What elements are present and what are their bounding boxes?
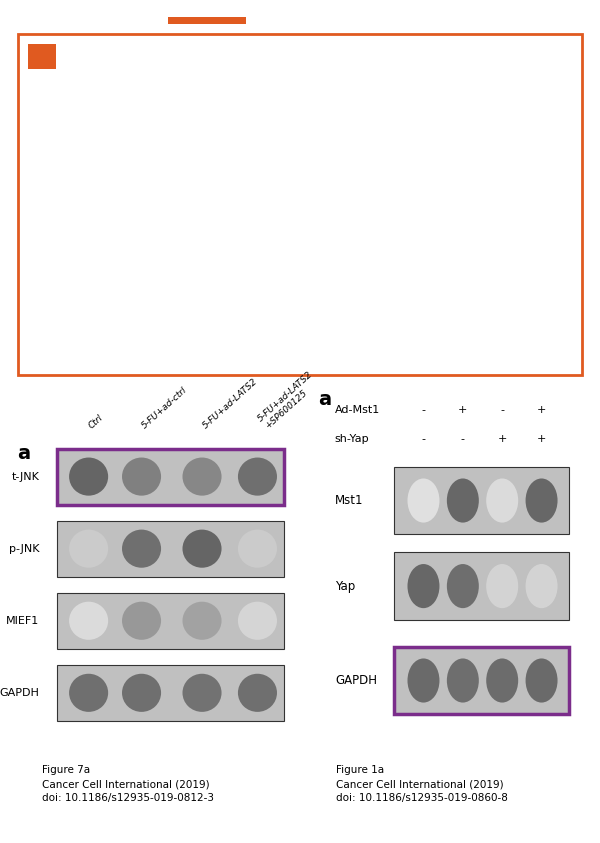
Bar	[57, 665, 284, 721]
Text: sh-Yap: sh-Yap	[335, 434, 370, 444]
Ellipse shape	[526, 479, 557, 523]
Bar	[394, 552, 569, 620]
Ellipse shape	[122, 674, 161, 711]
Ellipse shape	[182, 674, 221, 711]
Bar	[394, 467, 569, 534]
Text: Mst1: Mst1	[335, 494, 364, 507]
Ellipse shape	[182, 458, 221, 496]
Ellipse shape	[238, 602, 277, 640]
Text: 论 文 Cancer Cell International（2019），: 论 文 Cancer Cell International（2019），	[43, 170, 443, 191]
Text: doi：10.1186/s12935-019-0812-3 中 的 图: doi：10.1186/s12935-019-0812-3 中 的 图	[43, 214, 456, 234]
Text: +: +	[497, 434, 507, 444]
Ellipse shape	[122, 602, 161, 640]
Text: Yap: Yap	[335, 580, 355, 593]
Text: 像包括至少一个也出现在同一期刊的另一篇: 像包括至少一个也出现在同一期刊的另一篇	[43, 126, 288, 147]
Bar	[168, 17, 246, 24]
Text: 5-FU+ad-ctrl: 5-FU+ad-ctrl	[140, 386, 189, 431]
Ellipse shape	[486, 658, 518, 702]
Ellipse shape	[122, 458, 161, 496]
Text: +: +	[458, 405, 467, 415]
Ellipse shape	[407, 479, 439, 523]
Text: Ctrl: Ctrl	[88, 414, 105, 431]
Ellipse shape	[69, 602, 108, 640]
Ellipse shape	[526, 564, 557, 608]
Bar	[57, 593, 284, 649]
Ellipse shape	[238, 458, 277, 496]
Bar	[57, 448, 284, 505]
Text: t-JNK: t-JNK	[11, 471, 40, 481]
Text: -: -	[461, 434, 465, 444]
Text: +: +	[537, 405, 546, 415]
Ellipse shape	[447, 564, 479, 608]
Text: 与了这两篇论文。（见紫色方框标记）: 与了这两篇论文。（见紫色方框标记）	[43, 346, 262, 366]
Text: Ad-Mst1: Ad-Mst1	[335, 405, 380, 415]
Bar	[28, 44, 56, 69]
Text: -: -	[421, 434, 425, 444]
Ellipse shape	[526, 658, 557, 702]
Ellipse shape	[182, 602, 221, 640]
Bar	[57, 521, 284, 577]
Text: Figure 1a
Cancer Cell International (2019)
doi: 10.1186/s12935-019-0860-8: Figure 1a Cancer Cell International (201…	[336, 765, 508, 803]
Ellipse shape	[447, 658, 479, 702]
Text: 质疑一： 2022年8月， 读者举证这篇论文图: 质疑一： 2022年8月， 读者举证这篇论文图	[43, 83, 332, 103]
Text: +: +	[537, 434, 546, 444]
Text: 5-FU+ad-LATS2
+SP600125: 5-FU+ad-LATS2 +SP600125	[256, 369, 322, 431]
Text: p-JNK: p-JNK	[9, 544, 40, 554]
Bar	[394, 647, 569, 714]
Text: Figure 7a
Cancer Cell International (2019)
doi: 10.1186/s12935-019-0812-3: Figure 7a Cancer Cell International (201…	[42, 765, 214, 803]
Text: 看到任何重叠的作者。这表明第三方可能参: 看到任何重叠的作者。这表明第三方可能参	[43, 302, 288, 322]
Text: -: -	[421, 405, 425, 415]
Bar	[394, 647, 569, 714]
Ellipse shape	[486, 479, 518, 523]
Bar	[57, 448, 284, 505]
Text: a: a	[17, 443, 30, 463]
Text: GAPDH: GAPDH	[0, 688, 40, 698]
Ellipse shape	[69, 529, 108, 567]
Text: a: a	[318, 389, 331, 409]
Text: GAPDH: GAPDH	[335, 674, 377, 687]
Text: 7a中。两篇论文几乎同时提交，但是我没有: 7a中。两篇论文几乎同时提交，但是我没有	[43, 258, 302, 278]
Ellipse shape	[486, 564, 518, 608]
Ellipse shape	[407, 658, 439, 702]
Text: MIEF1: MIEF1	[6, 615, 40, 626]
Ellipse shape	[407, 564, 439, 608]
Ellipse shape	[122, 529, 161, 567]
Ellipse shape	[447, 479, 479, 523]
Text: -: -	[500, 405, 504, 415]
Ellipse shape	[69, 458, 108, 496]
Ellipse shape	[182, 529, 221, 567]
Text: 5-FU+ad-LATS2: 5-FU+ad-LATS2	[201, 378, 259, 431]
Bar	[18, 34, 582, 375]
Ellipse shape	[238, 529, 277, 567]
Ellipse shape	[238, 674, 277, 711]
Ellipse shape	[69, 674, 108, 711]
